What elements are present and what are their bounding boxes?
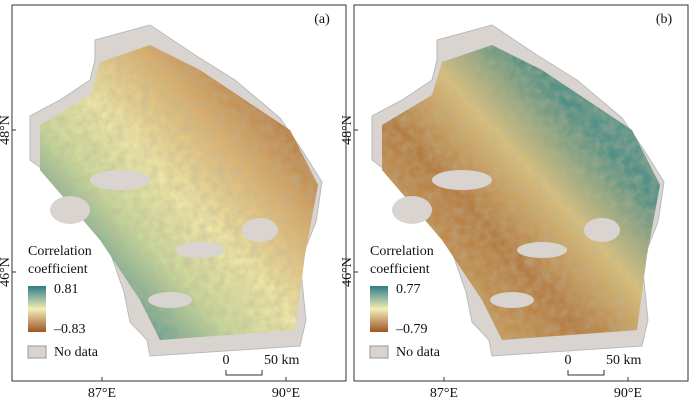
scale-bar bbox=[225, 370, 263, 376]
legend-max: 0.77 bbox=[396, 282, 421, 297]
no-data-label: No data bbox=[396, 345, 441, 360]
no-data-patch bbox=[175, 242, 225, 258]
lat-label: 48°N bbox=[340, 115, 355, 145]
scale-end: 50 km bbox=[264, 353, 300, 368]
no-data-patch bbox=[392, 196, 432, 224]
panel-label: (b) bbox=[656, 12, 673, 27]
no-data-swatch bbox=[369, 345, 389, 359]
scale-end: 50 km bbox=[606, 353, 642, 368]
no-data-patch bbox=[432, 170, 492, 190]
legend-title: coefficient bbox=[28, 262, 88, 277]
lon-label: 87°E bbox=[430, 386, 458, 401]
no-data-patch bbox=[148, 292, 192, 308]
legend-title: Correlation bbox=[28, 244, 92, 259]
scale-start: 0 bbox=[223, 353, 230, 368]
legend-min: –0.83 bbox=[53, 322, 86, 337]
no-data-label: No data bbox=[54, 345, 99, 360]
color-bar bbox=[28, 286, 46, 332]
map-panel: (a) 48°N 46°N 87°E 90°E Correlation coefficien… bbox=[0, 4, 347, 401]
color-bar bbox=[370, 286, 388, 332]
no-data-patch bbox=[517, 242, 567, 258]
legend-title: coefficient bbox=[370, 262, 430, 277]
legend-min: –0.79 bbox=[395, 322, 428, 337]
no-data-patch bbox=[50, 196, 90, 224]
panel-label: (a) bbox=[314, 12, 330, 27]
no-data-swatch bbox=[27, 345, 47, 359]
no-data-patch bbox=[584, 218, 620, 242]
no-data-patch bbox=[242, 218, 278, 242]
scale-bar bbox=[567, 370, 605, 376]
lon-label: 87°E bbox=[88, 386, 116, 401]
map-panel: (b) 48°N 46°N 87°E 90°E Correlation coefficien… bbox=[340, 4, 689, 401]
scale-start: 0 bbox=[565, 353, 572, 368]
no-data-patch bbox=[90, 170, 150, 190]
lat-label: 46°N bbox=[0, 257, 13, 287]
no-data-patch bbox=[490, 292, 534, 308]
legend-max: 0.81 bbox=[54, 282, 79, 297]
lon-label: 90°E bbox=[614, 386, 642, 401]
lon-label: 90°E bbox=[272, 386, 300, 401]
lat-label: 48°N bbox=[0, 115, 13, 145]
lat-label: 46°N bbox=[340, 257, 355, 287]
legend-title: Correlation bbox=[370, 244, 434, 259]
